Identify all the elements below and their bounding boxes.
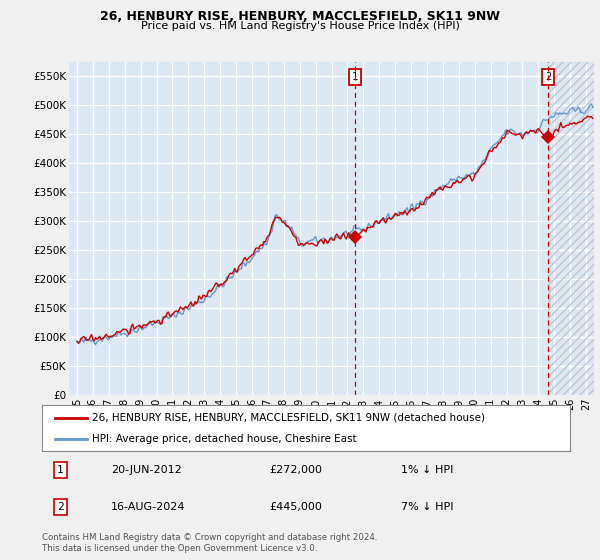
- Bar: [548, 62, 594, 395]
- Text: 2: 2: [545, 72, 551, 82]
- Text: 16-AUG-2024: 16-AUG-2024: [110, 502, 185, 512]
- Text: Contains HM Land Registry data © Crown copyright and database right 2024.
This d: Contains HM Land Registry data © Crown c…: [42, 533, 377, 553]
- Text: HPI: Average price, detached house, Cheshire East: HPI: Average price, detached house, Ches…: [92, 435, 357, 444]
- Text: 1% ↓ HPI: 1% ↓ HPI: [401, 465, 454, 475]
- Text: 1: 1: [352, 72, 358, 82]
- Text: 20-JUN-2012: 20-JUN-2012: [110, 465, 181, 475]
- Text: 26, HENBURY RISE, HENBURY, MACCLESFIELD, SK11 9NW (detached house): 26, HENBURY RISE, HENBURY, MACCLESFIELD,…: [92, 413, 485, 423]
- Text: Price paid vs. HM Land Registry's House Price Index (HPI): Price paid vs. HM Land Registry's House …: [140, 21, 460, 31]
- Text: 26, HENBURY RISE, HENBURY, MACCLESFIELD, SK11 9NW: 26, HENBURY RISE, HENBURY, MACCLESFIELD,…: [100, 10, 500, 22]
- Text: 1: 1: [57, 465, 64, 475]
- Text: 7% ↓ HPI: 7% ↓ HPI: [401, 502, 454, 512]
- Text: £272,000: £272,000: [269, 465, 322, 475]
- Text: 2: 2: [57, 502, 64, 512]
- Text: £445,000: £445,000: [269, 502, 322, 512]
